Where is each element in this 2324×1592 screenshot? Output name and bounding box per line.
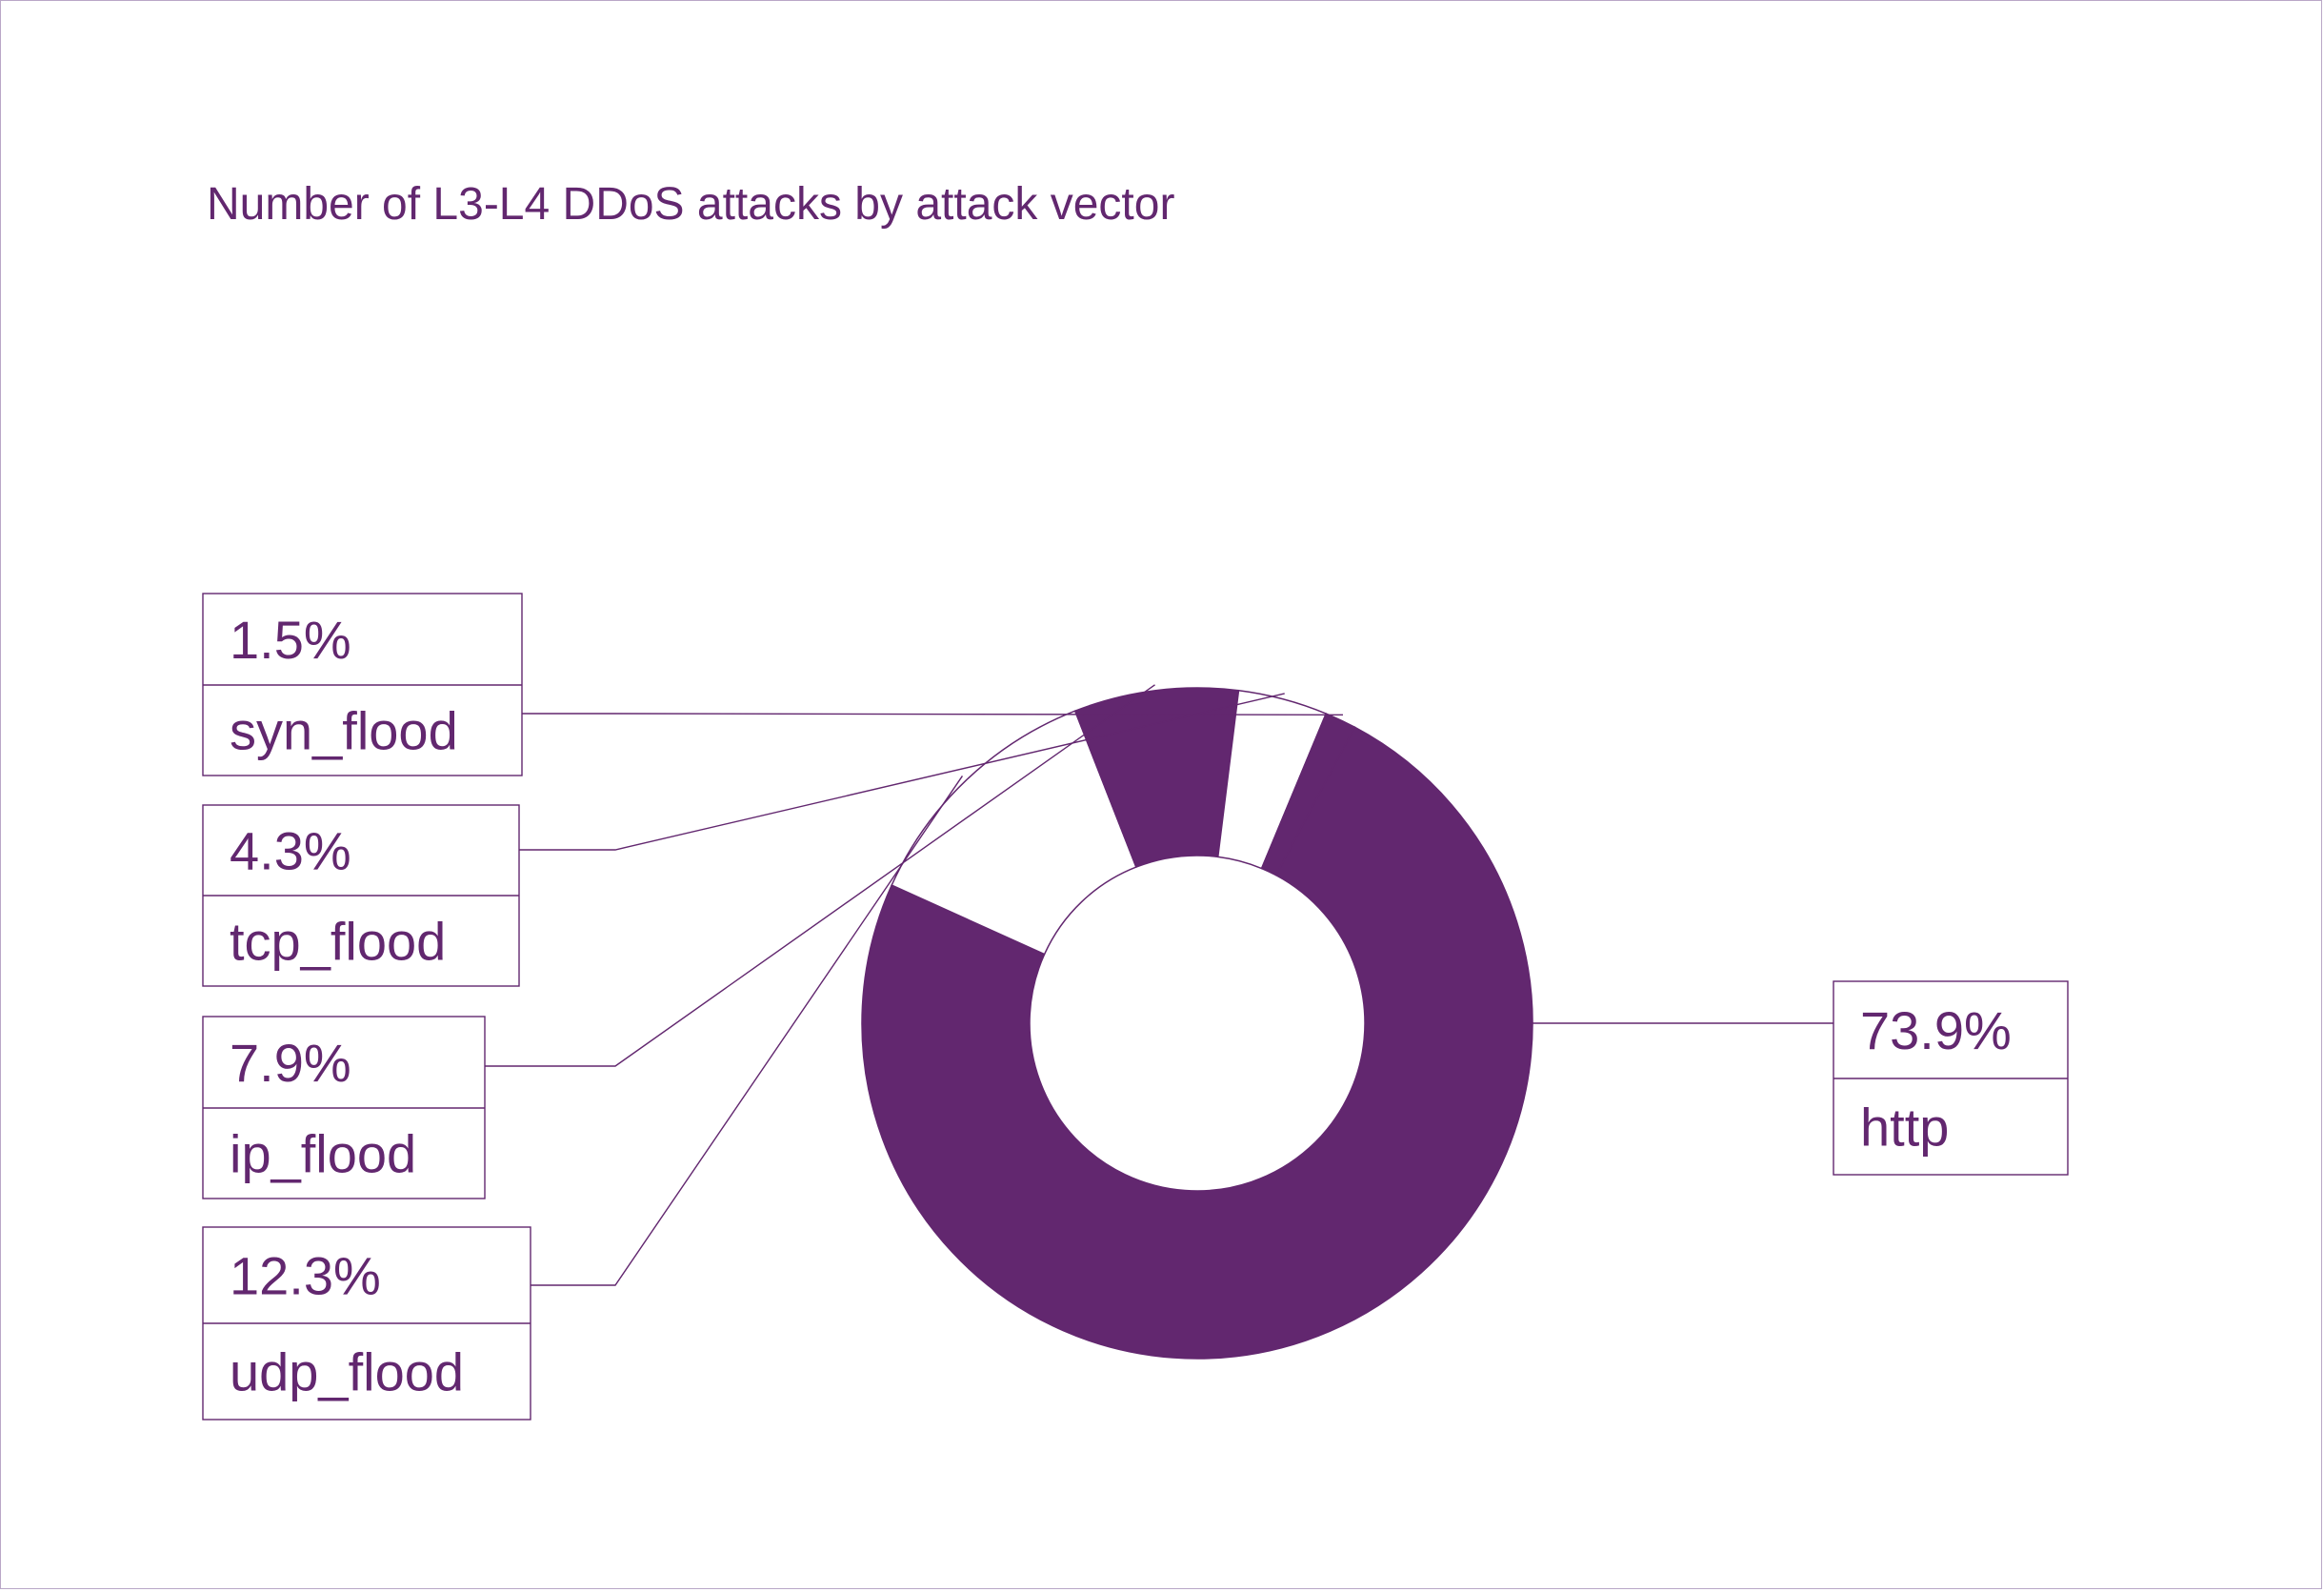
- label-box-udp_flood: 12.3% udp_flood: [202, 1226, 531, 1421]
- label-box-http: 73.9% http: [1833, 980, 2069, 1176]
- slice-http: [861, 726, 1533, 1360]
- data-label-udp_flood: 12.3%: [230, 1246, 381, 1306]
- category-label-ip_flood: ip_flood: [230, 1124, 416, 1184]
- label-box-ip_flood: 7.9% ip_flood: [202, 1016, 486, 1199]
- data-label-tcp_flood: 4.3%: [230, 821, 351, 881]
- label-box-tcp_flood: 4.3% tcp_flood: [202, 804, 520, 987]
- slices-layer: [861, 687, 1533, 1360]
- leader-line-tcp_flood: [519, 693, 1285, 851]
- data-label-syn_flood: 1.5%: [230, 610, 351, 670]
- leader-line-ip_flood: [485, 684, 1155, 1067]
- slice-syn_flood: [1260, 713, 1356, 877]
- chart-title: Number of L3-L4 DDoS attacks by attack v…: [207, 179, 1175, 230]
- data-label-http: 73.9%: [1860, 1000, 2012, 1060]
- category-label-udp_flood: udp_flood: [230, 1342, 464, 1402]
- leader-lines: [485, 684, 1833, 1286]
- leader-line-udp_flood: [531, 776, 964, 1286]
- category-label-tcp_flood: tcp_flood: [230, 912, 446, 972]
- data-label-ip_flood: 7.9%: [230, 1033, 351, 1093]
- leader-line-syn_flood: [522, 713, 1343, 716]
- label-box-syn_flood: 1.5% syn_flood: [202, 593, 523, 776]
- label-boxes: 73.9% http 12.3% udp_flood 7.9% ip_flood 4.3% t…: [202, 593, 2069, 1421]
- category-label-syn_flood: syn_flood: [230, 701, 458, 761]
- category-label-http: http: [1860, 1098, 1949, 1158]
